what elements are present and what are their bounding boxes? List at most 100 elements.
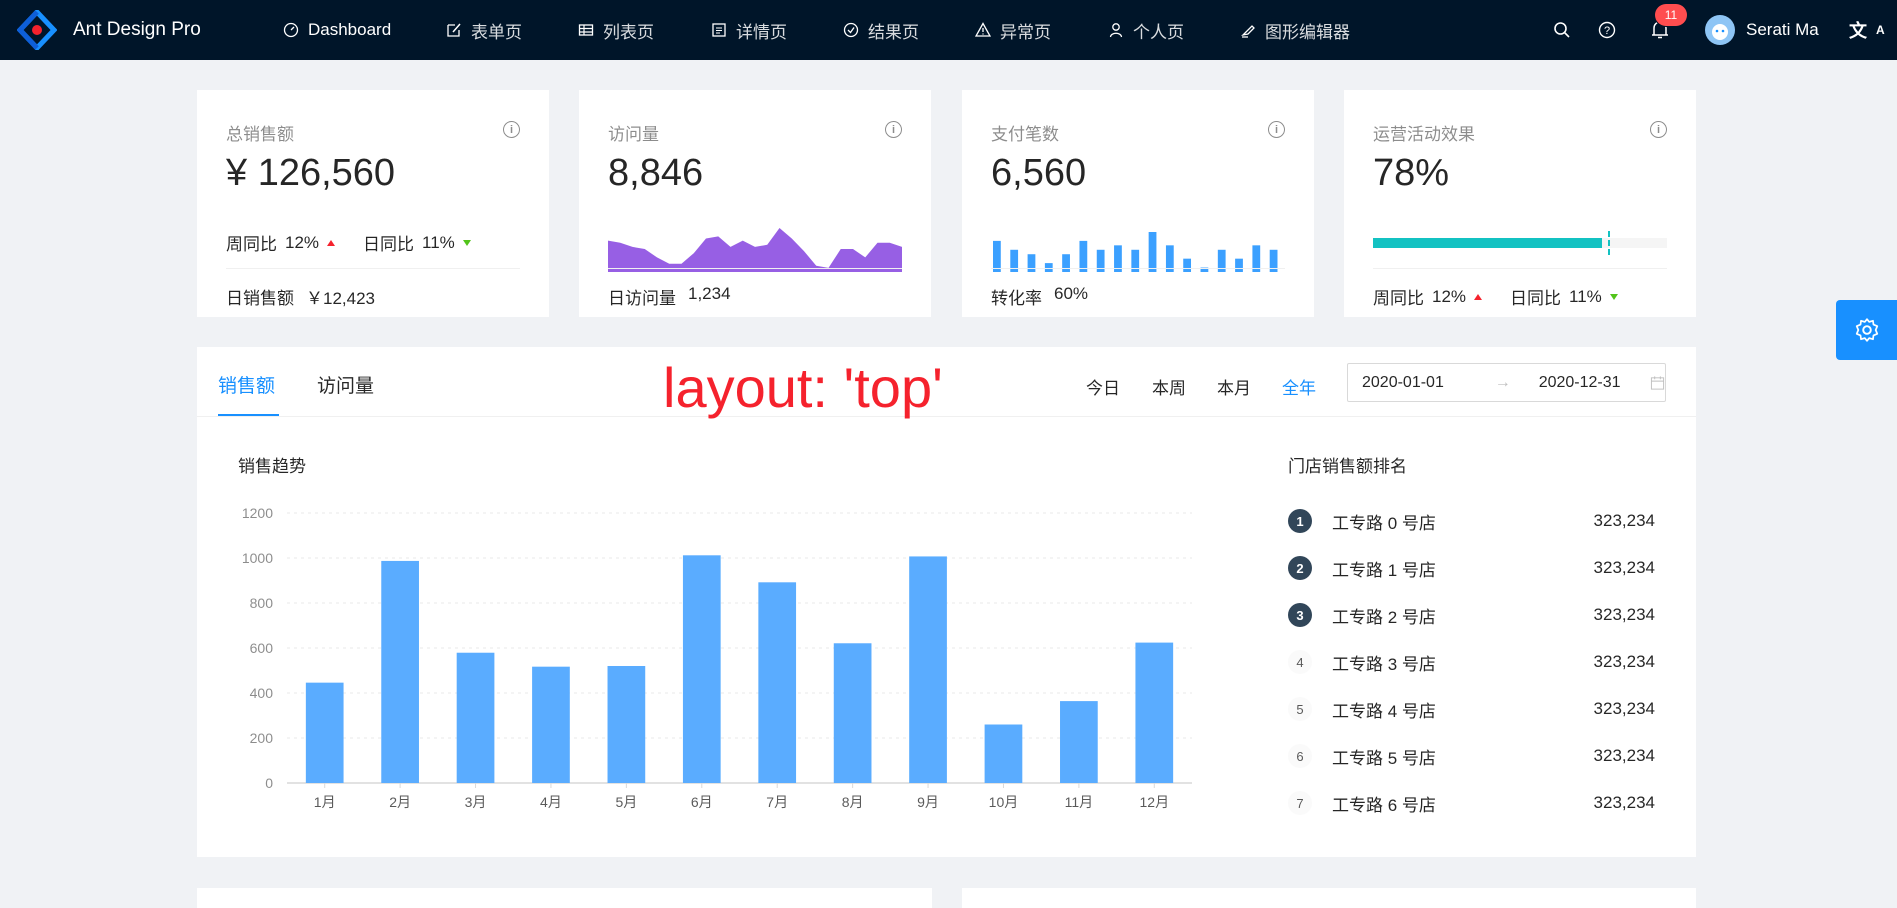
store-name[interactable]: 工专路 1 号店 xyxy=(1332,560,1436,580)
stat-card-2: 支付笔数 i 6,560 转化率 60% xyxy=(962,90,1314,317)
start-date-input[interactable]: 2020-01-01 xyxy=(1362,373,1444,391)
progress-fill xyxy=(1373,238,1603,248)
info-circle-icon[interactable]: i xyxy=(885,121,902,138)
ant-logo-icon xyxy=(17,10,57,50)
store-name[interactable]: 工专路 3 号店 xyxy=(1332,654,1436,674)
store-name[interactable]: 工专路 4 号店 xyxy=(1332,701,1436,721)
bar-5月 xyxy=(607,666,646,783)
x-tick-label: 11月 xyxy=(1065,794,1094,810)
payments-bar xyxy=(1269,249,1278,272)
card-divider xyxy=(991,268,1285,269)
settings-drawer-button[interactable] xyxy=(1836,300,1897,360)
nav-item-label: 详情页 xyxy=(736,22,787,42)
nav-item-0[interactable]: Dashboard xyxy=(283,0,391,60)
payments-bar xyxy=(993,240,1001,272)
rank-number: 6 xyxy=(1288,744,1312,768)
range-today[interactable]: 今日 xyxy=(1086,379,1120,398)
store-value: 323,234 xyxy=(1593,652,1655,671)
search-icon[interactable] xyxy=(1553,0,1571,60)
payments-bar xyxy=(1062,254,1070,272)
store-name[interactable]: 工专路 2 号店 xyxy=(1332,607,1436,627)
week-value: 12% xyxy=(285,232,320,252)
nav-item-label: 列表页 xyxy=(603,22,654,42)
stat-content xyxy=(1373,220,1667,280)
user-name[interactable]: Serati Ma xyxy=(1746,20,1819,39)
payments-bar xyxy=(1235,258,1243,272)
nav-item-1[interactable]: 表单页 xyxy=(446,0,522,60)
nav-item-5[interactable]: 异常页 xyxy=(975,0,1051,60)
nav-item-3[interactable]: 详情页 xyxy=(711,0,787,60)
store-value: 323,234 xyxy=(1593,793,1655,812)
app-title[interactable]: Ant Design Pro xyxy=(73,19,201,40)
stat-footer: 周同比 12% 日同比 11% xyxy=(1373,284,1646,309)
date-range-picker[interactable]: 2020-01-01 → 2020-12-31 xyxy=(1347,363,1666,402)
footer-label: 转化率 xyxy=(991,289,1042,308)
nav-item-6[interactable]: 个人页 xyxy=(1108,0,1184,60)
bar-10月 xyxy=(984,724,1023,783)
caret-up-icon xyxy=(327,239,336,246)
caret-down-icon xyxy=(1609,293,1618,300)
info-circle-icon[interactable]: i xyxy=(1268,121,1285,138)
range-week[interactable]: 本周 xyxy=(1152,379,1186,398)
nav-item-label: 图形编辑器 xyxy=(1265,22,1350,42)
bar-8月 xyxy=(833,643,872,783)
payments-bar xyxy=(1027,254,1036,272)
store-name[interactable]: 工专路 5 号店 xyxy=(1332,748,1436,768)
card-divider xyxy=(1373,268,1667,269)
logo[interactable] xyxy=(17,0,57,60)
payments-bar xyxy=(1079,240,1088,272)
y-tick-label: 0 xyxy=(265,775,273,791)
help-icon[interactable]: ? xyxy=(1598,0,1616,60)
rank-number: 2 xyxy=(1288,556,1312,580)
bottom-card-right xyxy=(962,888,1696,908)
y-tick-label: 400 xyxy=(250,685,274,701)
nav-item-4[interactable]: 结果页 xyxy=(843,0,919,60)
x-tick-label: 1月 xyxy=(314,794,336,810)
store-name[interactable]: 工专路 0 号店 xyxy=(1332,513,1436,533)
bottom-card-left xyxy=(197,888,932,908)
payments-mini-bar-chart xyxy=(993,232,1278,272)
info-circle-icon[interactable]: i xyxy=(1650,121,1667,138)
profile-icon xyxy=(712,23,726,37)
nav-item-label: 表单页 xyxy=(471,22,522,42)
tab-visits[interactable]: 访问量 xyxy=(317,376,375,397)
table-icon xyxy=(578,24,594,36)
nav-item-2[interactable]: 列表页 xyxy=(578,0,654,60)
visits-area xyxy=(608,228,902,272)
payments-bar xyxy=(1217,249,1226,272)
end-date-input[interactable]: 2020-12-31 xyxy=(1538,373,1621,391)
tab-divider xyxy=(197,416,1696,417)
tab-ink-bar xyxy=(218,414,279,416)
store-value: 323,234 xyxy=(1593,699,1655,718)
bar-11月 xyxy=(1060,701,1098,783)
x-tick-label: 7月 xyxy=(766,794,788,810)
rank-number: 7 xyxy=(1288,791,1312,815)
store-value: 323,234 xyxy=(1593,511,1655,530)
info-circle-icon[interactable]: i xyxy=(503,121,520,138)
x-tick-label: 9月 xyxy=(917,794,939,810)
payments-bar xyxy=(1252,245,1261,272)
range-month[interactable]: 本月 xyxy=(1217,379,1251,398)
ranking-item: 1 工专路 0 号店 323,234 xyxy=(1288,506,1696,536)
y-tick-label: 1200 xyxy=(242,505,273,521)
svg-text:?: ? xyxy=(1604,25,1610,37)
ranking-item: 4 工专路 3 号店 323,234 xyxy=(1288,647,1696,677)
store-name[interactable]: 工专路 6 号店 xyxy=(1332,795,1436,815)
tab-sales[interactable]: 销售额 xyxy=(218,376,276,397)
x-tick-label: 8月 xyxy=(842,794,864,810)
stat-content xyxy=(608,220,902,280)
ranking-item: 3 工专路 2 号店 323,234 xyxy=(1288,600,1696,630)
bar-6月 xyxy=(682,555,721,783)
stat-card-0: 总销售额 i ¥ 126,560 周同比 12% 日同比 11% 日销售额 ￥12,423 xyxy=(197,90,549,317)
nav-item-7[interactable]: 图形编辑器 xyxy=(1240,0,1350,60)
payments-bar xyxy=(1114,245,1122,272)
gear-icon xyxy=(1855,318,1878,342)
ranking-item: 5 工专路 4 号店 323,234 xyxy=(1288,694,1696,724)
avatar[interactable] xyxy=(1705,0,1735,60)
payments-bar xyxy=(1010,249,1019,272)
day-value: 11% xyxy=(422,232,455,252)
stat-label: 总销售额 xyxy=(226,125,294,144)
ranking-item: 6 工专路 5 号店 323,234 xyxy=(1288,741,1696,771)
range-year[interactable]: 全年 xyxy=(1282,379,1316,398)
